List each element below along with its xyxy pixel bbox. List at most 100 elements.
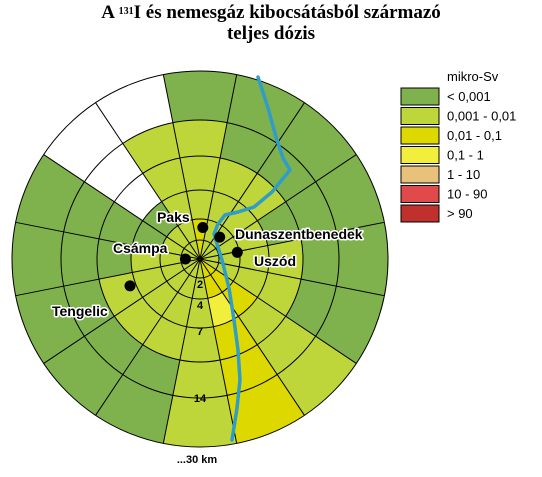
dose-sectors <box>11 70 389 448</box>
sector-15-ring-1 <box>177 219 197 244</box>
danube-river <box>212 75 292 442</box>
title-line-1: A 131I és nemesgáz kibocsátásból származ… <box>0 2 542 23</box>
sector-7-ring-1 <box>203 274 223 299</box>
sector-14-ring-1 <box>166 225 190 249</box>
legend-swatch-6 <box>400 204 440 223</box>
sector-9-ring-2 <box>161 292 193 327</box>
sector-0-ring-0 <box>196 240 204 259</box>
sector-divider-13 <box>15 221 201 260</box>
sector-12-ring-1 <box>160 251 182 267</box>
sector-14-ring-3 <box>114 173 162 221</box>
sector-divider-4 <box>199 221 385 260</box>
legend-swatch-3 <box>400 146 440 164</box>
sector-5-ring-1 <box>215 262 240 282</box>
sector-8-ring-1 <box>192 277 208 299</box>
sector-7-ring-2 <box>207 292 239 327</box>
legend-swatch-5 <box>400 185 440 203</box>
sector-3-ring-3 <box>257 201 302 246</box>
sector-divider-8 <box>199 258 238 444</box>
sector-12-ring-5 <box>11 222 64 296</box>
distance-rings <box>11 70 389 448</box>
legend-label-0: < 0,001 <box>447 89 491 104</box>
sector-14-ring-0 <box>184 243 200 259</box>
sector-12-ring-4 <box>60 231 99 287</box>
legend-label-3: 0,1 - 1 <box>447 148 484 163</box>
title-line-1-text: I és nemesgáz kibocsátásból származó <box>133 2 441 23</box>
place-dot-dunaszentbenedek <box>214 231 226 243</box>
distance-ring-5 <box>11 70 389 448</box>
sector-10-ring-0 <box>184 259 200 275</box>
sector-13-ring-1 <box>160 236 185 256</box>
legend-label-4: 1 - 10 <box>447 167 480 182</box>
legend-label-5: 10 - 90 <box>447 187 487 202</box>
sector-divider-14 <box>43 154 201 260</box>
place-label-tengelic: Tengelic <box>52 303 108 319</box>
distance-label-30: ...30 km <box>177 454 218 466</box>
sector-12-ring-3 <box>97 238 133 280</box>
sector-0-ring-5 <box>163 70 237 123</box>
place-label-dunaszentbenedek: Dunaszentbenedek <box>235 226 363 242</box>
distance-ring-2 <box>130 189 270 329</box>
distance-label-14: 14 <box>194 393 207 405</box>
sector-divider-12 <box>15 258 201 297</box>
sector-divider-11 <box>43 258 201 364</box>
sector-12-ring-2 <box>131 245 161 273</box>
legend: mikro-Sv < 0,001 0,001 - 0,01 0,01 - 0,1 0,… <box>400 69 516 223</box>
sector-divider-7 <box>199 258 305 416</box>
sector-8-ring-4 <box>172 360 228 399</box>
sector-4-ring-4 <box>301 231 340 287</box>
sector-4-ring-2 <box>239 245 269 273</box>
sector-2-ring-0 <box>200 243 216 259</box>
distance-label-7: 7 <box>197 326 203 338</box>
sector-11-ring-2 <box>132 266 167 298</box>
sector-0-ring-3 <box>179 156 221 192</box>
sector-10-ring-5 <box>43 336 123 416</box>
distance-ring-4 <box>60 119 340 399</box>
sector-10-ring-4 <box>84 316 143 375</box>
map-title: A 131I és nemesgáz kibocsátásból származ… <box>0 2 542 44</box>
place-markers: Paks Dunaszentbenedek Csámpa Uszód Tengelic <box>51 208 365 321</box>
sector-10-ring-1 <box>166 269 190 293</box>
distance-label-2: 2 <box>197 279 203 291</box>
sector-11-ring-1 <box>160 262 185 282</box>
sector-6-ring-5 <box>277 336 357 416</box>
sector-14-ring-4 <box>84 143 143 202</box>
place-label-csampa: Csámpa <box>113 240 168 256</box>
legend-label-1: 0,001 - 0,01 <box>447 109 516 124</box>
legend-unit: mikro-Sv <box>447 69 499 84</box>
sector-divider-5 <box>199 258 385 297</box>
sector-1-ring-2 <box>207 191 239 226</box>
sector-13-ring-2 <box>132 220 167 252</box>
place-label-uszod: Uszód <box>254 253 296 269</box>
legend-swatch-1 <box>400 107 440 125</box>
sector-8-ring-3 <box>179 326 221 362</box>
sector-14-ring-5 <box>43 102 123 182</box>
title-isotope-mass: 131 <box>118 6 134 17</box>
sector-0-ring-2 <box>186 190 214 220</box>
sector-4-ring-0 <box>200 255 219 263</box>
place-dot-uszod <box>231 246 243 258</box>
distance-label-4: 4 <box>197 300 204 312</box>
sector-divider-10 <box>95 258 201 416</box>
sector-10-ring-3 <box>114 297 162 345</box>
sector-dividers <box>15 74 385 444</box>
place-dot-csampa <box>179 253 191 265</box>
title-prefix: A <box>101 2 119 23</box>
sector-15-ring-3 <box>142 157 187 202</box>
title-line-2: teljes dózis <box>226 23 316 44</box>
sector-6-ring-4 <box>257 316 316 375</box>
sector-5-ring-3 <box>257 272 302 317</box>
legend-swatch-2 <box>400 126 440 145</box>
sector-divider-3 <box>199 154 357 260</box>
sector-3-ring-2 <box>233 220 268 252</box>
place-dot-tengelic <box>124 280 136 292</box>
sector-9-ring-1 <box>177 274 197 299</box>
legend-swatch-0 <box>400 87 440 106</box>
sector-15-ring-2 <box>161 191 193 226</box>
place-dot-paks <box>197 222 209 233</box>
place-label-paks: Paks <box>157 209 190 225</box>
sector-8-ring-0 <box>196 259 204 278</box>
sector-5-ring-2 <box>233 266 268 298</box>
sector-divider-9 <box>162 258 201 444</box>
